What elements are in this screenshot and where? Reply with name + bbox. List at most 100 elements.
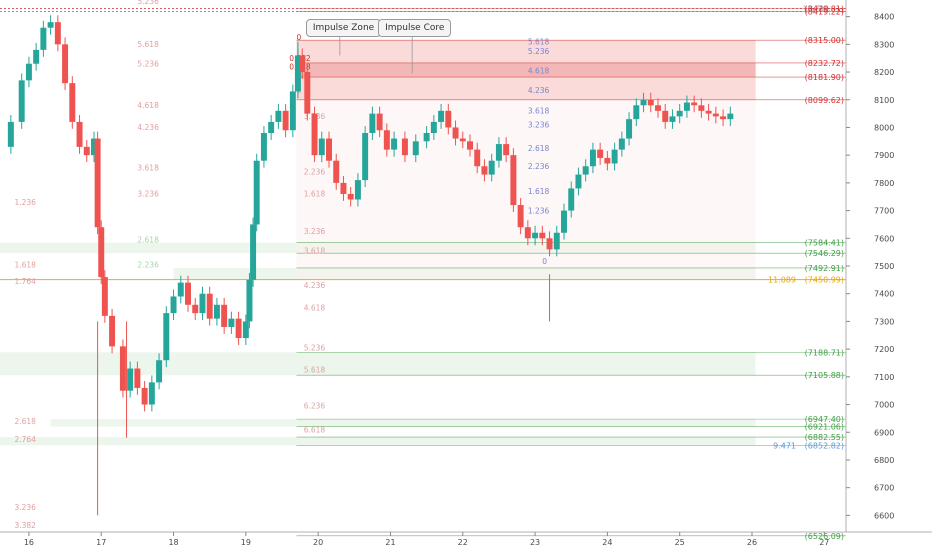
- candle-body: [47, 22, 54, 28]
- fib-ratio-label: 1.764: [14, 277, 36, 286]
- candle-body: [604, 157, 611, 164]
- fib-zones: [0, 40, 756, 446]
- candle-body: [517, 205, 524, 228]
- price-tick-label: 6600: [874, 511, 894, 520]
- candle-body: [467, 141, 473, 150]
- candle-body: [676, 110, 683, 117]
- candle-body: [383, 130, 390, 150]
- candle-body: [101, 277, 108, 316]
- candle-body: [127, 368, 134, 391]
- candle-body: [712, 113, 719, 117]
- level-label: (7492.91): [805, 264, 844, 273]
- candle-body: [76, 121, 83, 147]
- candle-body: [669, 116, 676, 122]
- level-ratio-label: 11.089: [768, 276, 796, 285]
- candle-body: [546, 238, 553, 250]
- candle-body: [720, 116, 727, 120]
- candle-body: [213, 304, 220, 319]
- candle-body: [611, 149, 618, 164]
- price-tick-label: 7400: [874, 290, 894, 299]
- candle-body: [495, 144, 502, 161]
- candle-body: [282, 110, 289, 131]
- candle-body: [438, 110, 445, 122]
- candle-body: [698, 105, 705, 111]
- candle-body: [481, 166, 488, 175]
- candle-body: [655, 105, 661, 111]
- candle-body: [25, 63, 32, 81]
- price-tick-label: 8200: [874, 68, 894, 77]
- candle-body: [260, 133, 267, 161]
- candle-body: [532, 232, 539, 239]
- level-label: (6526.09): [805, 532, 844, 541]
- candle-body: [691, 102, 698, 106]
- fib-ratio-label: 4.618: [528, 66, 550, 75]
- fib-ratio-label: 4.236: [528, 86, 550, 95]
- fib-ratio-label: 5.618: [304, 366, 326, 375]
- level-label: (6882.55): [805, 433, 844, 442]
- candle-body: [235, 318, 242, 339]
- level-label: (8419.22): [805, 7, 844, 16]
- level-price-labels: (8429.81)(8419.22) (8315.00) (8232.72) (818…: [768, 4, 844, 540]
- price-tick-label: 7000: [874, 401, 894, 410]
- level-label: (8429.81): [805, 4, 844, 13]
- fib-ratio-label: 2.618: [14, 417, 36, 426]
- fib-ratio-label: 3.236: [528, 120, 550, 129]
- candle-body: [647, 99, 654, 106]
- time-tick-label: 23: [530, 538, 540, 547]
- level-label: (7546.29): [805, 249, 844, 258]
- candle-body: [289, 91, 296, 131]
- zone-1: [296, 62, 756, 78]
- candle-body: [618, 138, 625, 150]
- candle-body: [553, 232, 560, 250]
- candle-body: [369, 113, 376, 133]
- time-tick-label: 18: [168, 538, 178, 547]
- candle-body: [503, 144, 510, 156]
- candle-body: [94, 138, 101, 228]
- candle-body: [119, 346, 126, 391]
- price-tick-label: 8300: [874, 40, 894, 49]
- level-label: (8099.62): [805, 96, 844, 105]
- price-tick-label: 7700: [874, 207, 894, 216]
- candle-body: [401, 138, 408, 156]
- candle-body: [626, 119, 633, 139]
- candle-body: [568, 188, 575, 211]
- fib-ratio-label: 3.236: [304, 227, 326, 236]
- price-tick-label: 7900: [874, 151, 894, 160]
- candle-body: [242, 321, 249, 339]
- time-tick-label: 24: [602, 538, 612, 547]
- fib-ratio-label: 13.798: [803, 5, 829, 14]
- candle-body: [633, 105, 640, 120]
- candle-body: [575, 174, 582, 189]
- fib-ratio-label: 5.236: [137, 60, 159, 69]
- price-tick-label: 6900: [874, 428, 894, 437]
- candle-body: [727, 113, 734, 120]
- level-label: (8232.72): [805, 59, 844, 68]
- candle-body: [91, 138, 97, 156]
- fib-ratio-label: 5.618: [528, 37, 550, 46]
- price-tick-label: 7600: [874, 234, 894, 243]
- fib-ratio-label: 1.236: [528, 206, 550, 215]
- candle-body: [412, 141, 419, 156]
- candle-body: [510, 155, 517, 206]
- candle-body: [662, 110, 669, 122]
- candle-body: [333, 160, 340, 183]
- time-tick-label: 20: [313, 538, 323, 547]
- candle-body: [311, 113, 318, 156]
- fib-ratio-label: 3.618: [304, 247, 326, 256]
- level-label: (7105.88): [805, 371, 844, 380]
- fib-ratio-label: 3.618: [137, 163, 159, 172]
- candle-body: [163, 313, 170, 361]
- candle-body: [452, 127, 459, 139]
- candle-body: [304, 72, 311, 114]
- fib-ratio-label: 1.618: [528, 187, 550, 196]
- level-label: (6921.06): [805, 422, 844, 431]
- candle-body: [524, 227, 531, 239]
- candle-body: [474, 149, 481, 167]
- fib-ratio-label: 5.236: [304, 344, 326, 353]
- candle-body: [134, 368, 141, 388]
- candle-body: [561, 210, 567, 233]
- fib-ratio-label: 3.236: [14, 503, 36, 512]
- level-label: (8181.90): [805, 73, 844, 82]
